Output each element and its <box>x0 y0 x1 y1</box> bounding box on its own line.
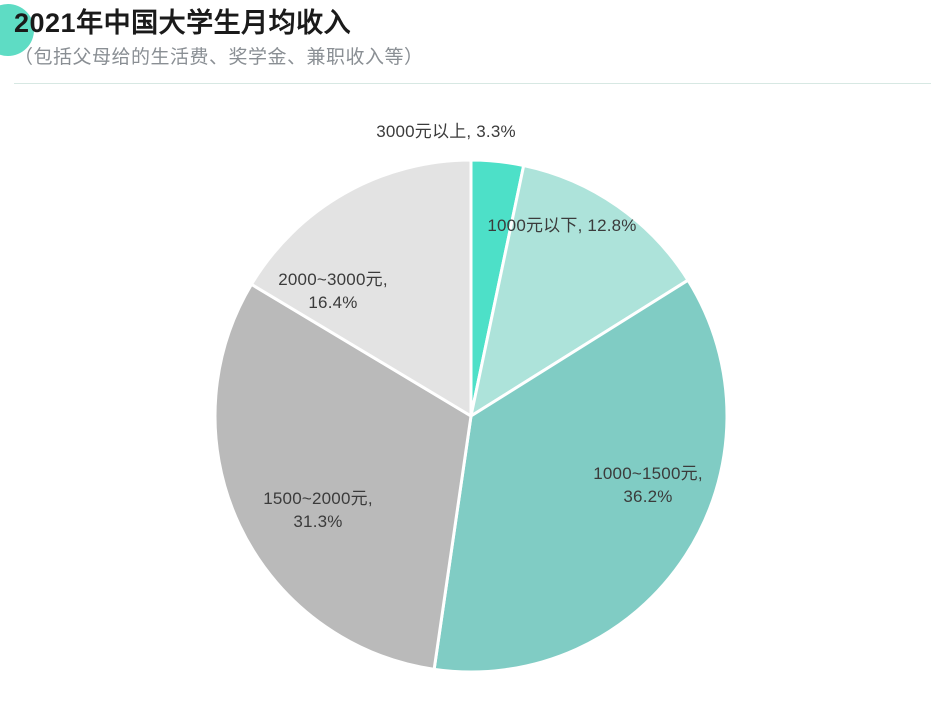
pie-label-line-2: 31.3% <box>293 512 343 531</box>
pie-slice[interactable] <box>213 282 473 671</box>
pie-label-line-1: 1500~2000元, <box>263 489 373 508</box>
pie-label-line-1: 2000~3000元, <box>278 270 388 289</box>
pie-label-line-1: 1000~1500元, <box>593 464 703 483</box>
page-title: 2021年中国大学生月均收入 <box>14 8 352 38</box>
header-divider <box>14 83 931 84</box>
pie-slice[interactable] <box>469 163 690 418</box>
pie-label-1500-2000: 1500~2000元, 31.3% <box>228 487 408 533</box>
pie-label-line-2: 16.4% <box>308 293 358 312</box>
pie-slice-group <box>213 158 729 674</box>
pie-slice[interactable] <box>249 158 473 418</box>
pie-label-line-1: 3000元以上, 3.3% <box>376 122 516 141</box>
pie-slice[interactable] <box>432 278 729 674</box>
chart-header: 2021年中国大学生月均收入 （包括父母给的生活费、奖学金、兼职收入等） <box>0 0 945 88</box>
pie-label-line-1: 1000元以下, 12.8% <box>487 216 637 235</box>
pie-chart-container: 3000元以上, 3.3% 1000元以下, 12.8% 1000~1500元,… <box>0 88 945 715</box>
pie-label-1000-1500: 1000~1500元, 36.2% <box>563 462 733 508</box>
page-subtitle: （包括父母给的生活费、奖学金、兼职收入等） <box>14 47 424 68</box>
pie-label-1000-below: 1000元以下, 12.8% <box>462 214 662 237</box>
pie-label-line-2: 36.2% <box>623 487 673 506</box>
pie-label-3000-above: 3000元以上, 3.3% <box>336 120 556 143</box>
pie-chart-svg <box>213 158 729 674</box>
pie-label-2000-3000: 2000~3000元, 16.4% <box>243 268 423 314</box>
